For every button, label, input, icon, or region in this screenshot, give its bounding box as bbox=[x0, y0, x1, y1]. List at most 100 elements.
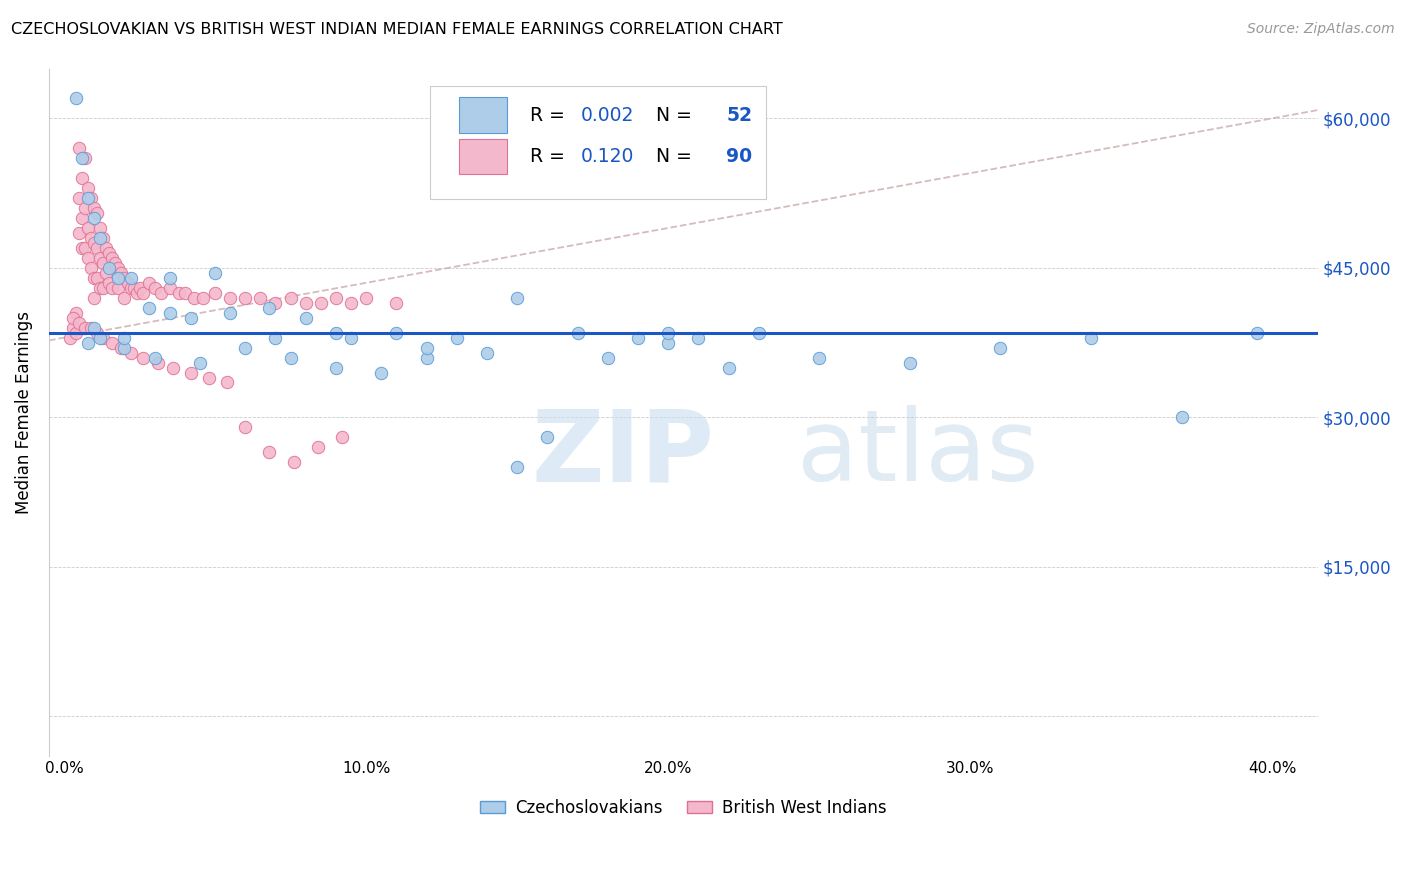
Point bbox=[385, 295, 408, 310]
Point bbox=[233, 291, 256, 305]
Point bbox=[120, 281, 142, 295]
Point bbox=[506, 460, 529, 475]
Point bbox=[120, 345, 142, 359]
Point bbox=[101, 335, 124, 350]
Point bbox=[325, 326, 347, 340]
Point bbox=[83, 320, 105, 334]
Point bbox=[89, 281, 111, 295]
Point bbox=[567, 326, 589, 340]
Point bbox=[415, 341, 437, 355]
Point bbox=[104, 256, 127, 270]
Point bbox=[120, 270, 142, 285]
Point bbox=[117, 276, 139, 290]
Point bbox=[131, 351, 153, 365]
Point bbox=[325, 360, 347, 375]
Text: 52: 52 bbox=[727, 106, 752, 125]
Text: R =: R = bbox=[530, 147, 576, 166]
Point bbox=[101, 251, 124, 265]
Point bbox=[75, 201, 97, 215]
Point bbox=[180, 366, 202, 380]
Point bbox=[506, 291, 529, 305]
Point bbox=[86, 270, 108, 285]
Point bbox=[385, 326, 408, 340]
Point bbox=[91, 256, 114, 270]
Point bbox=[233, 420, 256, 434]
Point bbox=[98, 260, 121, 275]
Point bbox=[83, 211, 105, 225]
Text: ZIP: ZIP bbox=[531, 405, 714, 502]
Point bbox=[86, 326, 108, 340]
Point bbox=[717, 360, 740, 375]
Point bbox=[70, 211, 93, 225]
Point bbox=[280, 351, 302, 365]
Point bbox=[280, 291, 302, 305]
Point bbox=[149, 285, 172, 300]
Point bbox=[62, 320, 84, 334]
FancyBboxPatch shape bbox=[430, 86, 766, 199]
Point bbox=[138, 301, 160, 315]
Point bbox=[65, 306, 87, 320]
Y-axis label: Median Female Earnings: Median Female Earnings bbox=[15, 311, 32, 514]
Point bbox=[249, 291, 271, 305]
Point bbox=[898, 355, 921, 369]
Point bbox=[233, 341, 256, 355]
Point bbox=[808, 351, 831, 365]
Point bbox=[143, 281, 166, 295]
Point bbox=[83, 235, 105, 250]
Point bbox=[83, 291, 105, 305]
Point bbox=[67, 316, 90, 330]
Point bbox=[80, 191, 103, 205]
Point bbox=[325, 291, 347, 305]
Text: 0.002: 0.002 bbox=[581, 106, 634, 125]
Point bbox=[173, 285, 195, 300]
Point bbox=[264, 295, 287, 310]
Point bbox=[107, 270, 129, 285]
Point bbox=[217, 376, 239, 390]
Text: N =: N = bbox=[644, 147, 697, 166]
Point bbox=[96, 266, 118, 280]
Point bbox=[62, 310, 84, 325]
Point bbox=[330, 430, 353, 444]
Point bbox=[283, 455, 305, 469]
Point bbox=[77, 335, 100, 350]
Point bbox=[143, 351, 166, 365]
Point bbox=[67, 191, 90, 205]
Point bbox=[80, 320, 103, 334]
Point bbox=[125, 285, 148, 300]
Point bbox=[70, 151, 93, 165]
Point bbox=[101, 281, 124, 295]
Point bbox=[86, 206, 108, 220]
Point bbox=[657, 335, 679, 350]
Point bbox=[91, 231, 114, 245]
Bar bbox=[458, 97, 508, 133]
Point bbox=[96, 241, 118, 255]
Point bbox=[340, 295, 363, 310]
Text: R =: R = bbox=[530, 106, 571, 125]
Point bbox=[657, 326, 679, 340]
Point bbox=[65, 326, 87, 340]
Point bbox=[77, 191, 100, 205]
Text: atlas: atlas bbox=[797, 405, 1039, 502]
Point bbox=[77, 251, 100, 265]
Point bbox=[70, 241, 93, 255]
Point bbox=[146, 355, 169, 369]
Point bbox=[354, 291, 377, 305]
Point bbox=[191, 291, 214, 305]
Point bbox=[80, 260, 103, 275]
Point bbox=[83, 201, 105, 215]
Point bbox=[180, 310, 202, 325]
Point bbox=[114, 341, 136, 355]
Point bbox=[91, 281, 114, 295]
Point bbox=[80, 231, 103, 245]
Text: Source: ZipAtlas.com: Source: ZipAtlas.com bbox=[1247, 22, 1395, 37]
Point bbox=[75, 320, 97, 334]
Point bbox=[159, 270, 181, 285]
Legend: Czechoslovakians, British West Indians: Czechoslovakians, British West Indians bbox=[472, 792, 893, 823]
Point bbox=[294, 310, 316, 325]
Point bbox=[990, 341, 1012, 355]
Point bbox=[162, 360, 184, 375]
Point bbox=[89, 331, 111, 345]
Point bbox=[1246, 326, 1268, 340]
Point bbox=[415, 351, 437, 365]
Point bbox=[98, 246, 121, 260]
